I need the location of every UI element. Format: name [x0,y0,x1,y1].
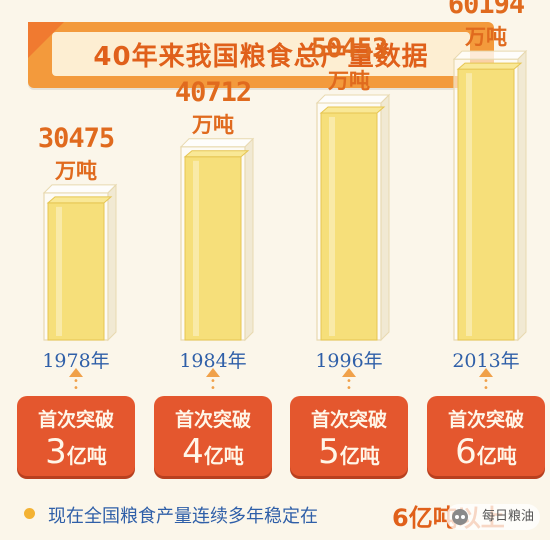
bar-highlight-1 [193,160,199,336]
footnote-text: 现在全国粮食产量连续多年稳定在 [48,506,318,527]
bar-glass-top-1 [179,138,255,148]
bar-value-label-0: 30475 [37,122,115,154]
bar-2 [320,112,378,341]
year-label-1: 1984年 [179,350,247,372]
milestone-value: 3亿吨 [17,432,135,472]
milestone-label: 首次突破 [37,409,114,431]
milestone-number: 6 [455,432,477,472]
title-banner: 40年来我国粮食总产量数据 [28,22,494,88]
arrow-up-icon-2 [342,368,356,377]
bar-value-label-2: 50453 [310,32,388,64]
bar-value-label-3: 60194 [447,0,525,21]
bar-glass-side-0 [107,183,117,342]
bar-top-2 [319,106,386,114]
bar-unit-label-1: 万吨 [192,112,234,137]
milestone-box-0: 首次突破 3亿吨 [17,396,135,476]
milestone-value: 4亿吨 [154,432,272,472]
title-plate: 40年来我国粮食总产量数据 [52,32,470,76]
watermark-text: 每日粮油 [481,509,534,524]
bar-glass-side-3 [517,49,527,342]
milestone-value: 6亿吨 [427,432,545,472]
bullet-dot [24,508,35,519]
milestone-unit: 亿吨 [66,444,107,468]
year-label-3: 2013年 [452,350,520,372]
bar-0 [47,202,105,341]
milestone-label: 首次突破 [447,409,524,431]
bar-unit-label-3: 万吨 [465,25,507,50]
milestone-unit: 亿吨 [339,444,380,468]
bar-unit-label-2: 万吨 [328,68,370,93]
watermark: 每日粮油 [446,504,540,530]
bar-unit-label-0: 万吨 [55,158,97,183]
bar-glass-top-3 [452,50,528,60]
arrow-dots-2: • • [346,376,352,394]
milestone-label: 首次突破 [174,409,251,431]
arrow-dots-0: • • [73,376,79,394]
bar-1 [184,156,242,341]
milestone-number: 5 [318,432,340,472]
bar-glass-side-2 [380,93,390,342]
bar-glass-top-2 [315,94,391,104]
milestone-box-1: 首次突破 4亿吨 [154,396,272,476]
wechat-icon [452,509,468,525]
arrow-up-icon-1 [206,368,220,377]
arrow-dots-3: • • [483,376,489,394]
bar-3 [457,68,515,341]
bar-value-label-1: 40712 [174,76,252,108]
bar-top-0 [46,196,113,204]
year-label-2: 1996年 [315,350,383,372]
milestone-unit: 亿吨 [203,444,244,468]
bar-highlight-0 [56,206,62,336]
bar-glass-top-0 [42,184,118,194]
arrow-up-icon-0 [69,368,83,377]
milestone-number: 4 [182,432,204,472]
bar-top-1 [183,150,250,158]
bar-highlight-2 [329,116,335,336]
milestone-box-3: 首次突破 6亿吨 [427,396,545,476]
bar-highlight-3 [466,73,472,336]
bar-glass-side-1 [244,137,254,342]
arrow-up-icon-3 [479,368,493,377]
chart-title: 40年来我国粮食总产量数据 [93,41,429,72]
milestone-unit: 亿吨 [476,444,517,468]
milestone-label: 首次突破 [310,409,387,431]
arrow-dots-1: • • [210,376,216,394]
bar-top-3 [456,62,523,70]
milestone-value: 5亿吨 [290,432,408,472]
milestone-box-2: 首次突破 5亿吨 [290,396,408,476]
year-label-0: 1978年 [42,350,110,372]
milestone-number: 3 [45,432,67,472]
